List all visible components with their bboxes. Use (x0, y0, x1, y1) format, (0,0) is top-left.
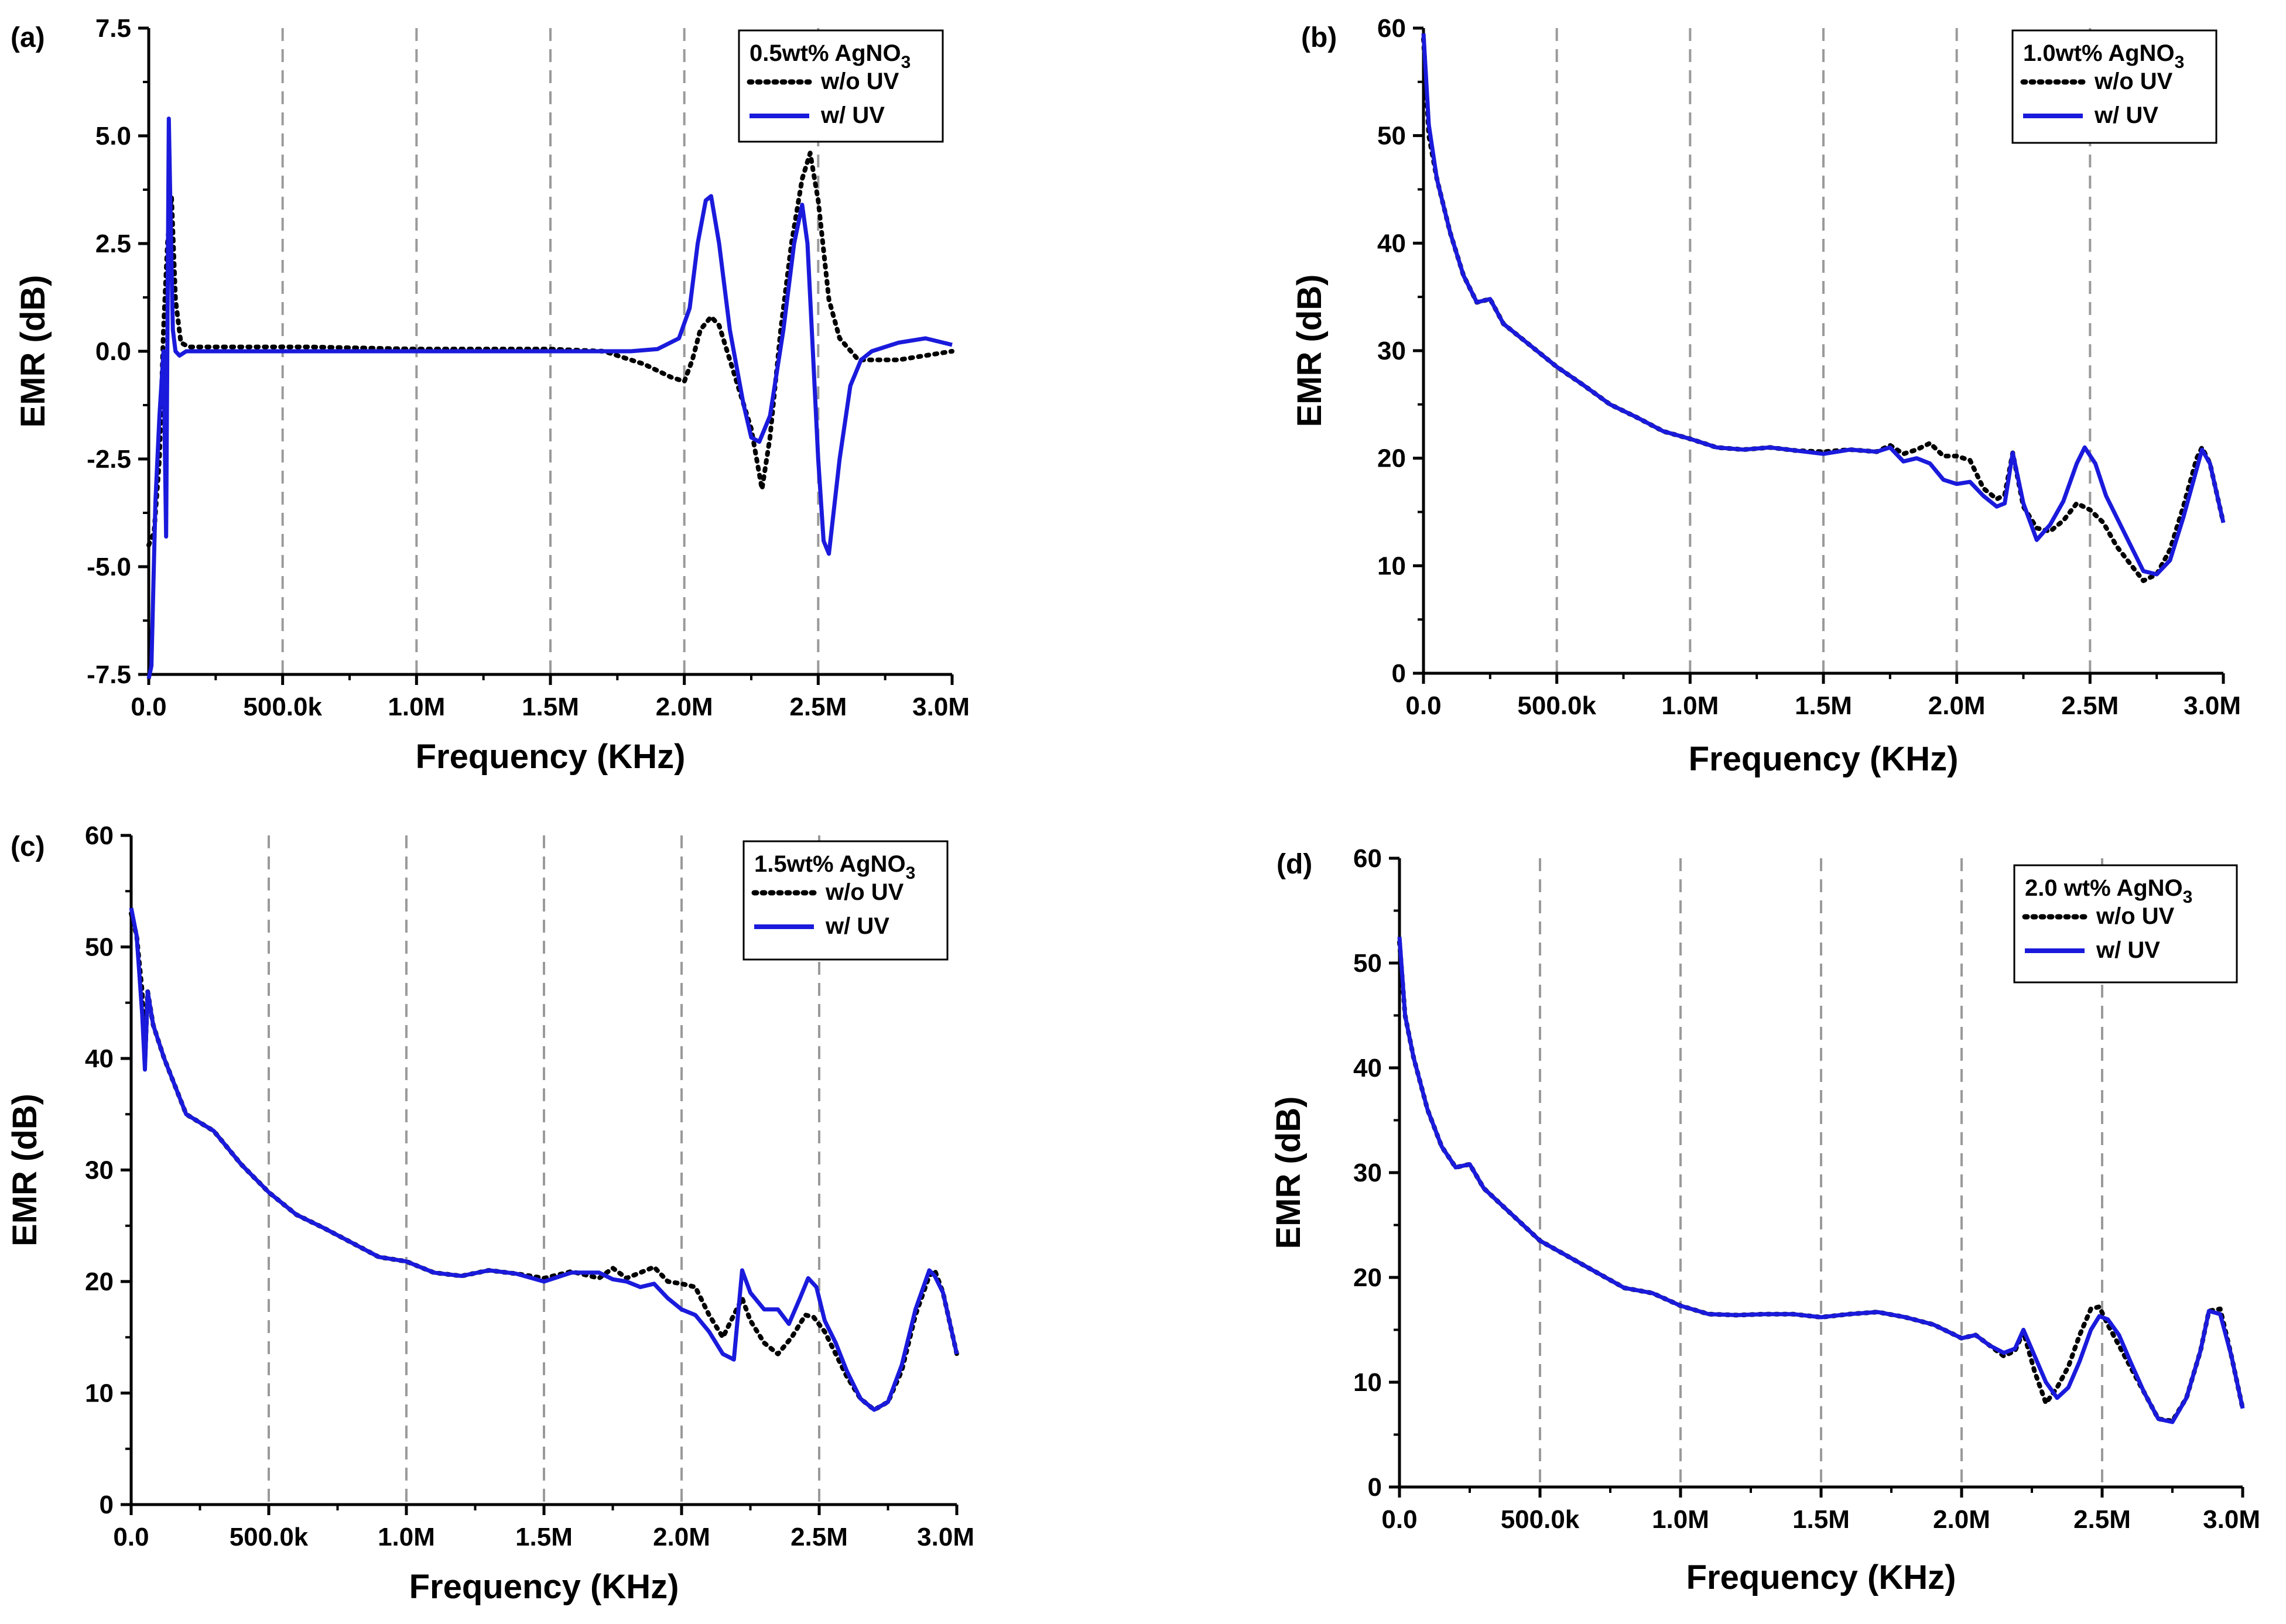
y-axis-title: EMR (dB) (1269, 1097, 1308, 1249)
x-tick-label: 2.5M (790, 1523, 848, 1551)
series-line-w-uv (1421, 33, 2226, 577)
x-tick-label: 500.0k (243, 693, 322, 721)
legend-box (738, 29, 944, 143)
y-axis-title: EMR (dB) (6, 1094, 44, 1246)
y-tick-label: 50 (1353, 949, 1382, 978)
series-line-w-uv (1397, 937, 2245, 1424)
x-tick-label: 1.5M (522, 693, 579, 721)
panel-label: (c) (11, 831, 45, 862)
legend-label: w/o UV (2096, 903, 2175, 929)
x-tick-label: 500.0k (230, 1523, 309, 1551)
y-tick-label: 50 (1377, 122, 1406, 150)
y-tick-label: -7.5 (87, 660, 131, 689)
x-tick-label: 2.0M (1933, 1505, 1990, 1534)
series-line-w-uv (129, 907, 959, 1412)
x-tick-label: 2.0M (653, 1523, 710, 1551)
x-tick-label: 3.0M (917, 1523, 974, 1551)
y-tick-label: 10 (1353, 1368, 1382, 1397)
y-tick-label: 60 (1353, 844, 1382, 873)
legend-title: 2.0 wt% AgNO3 (2025, 875, 2192, 907)
legend-label: w/ UV (820, 102, 885, 128)
x-axis-title: Frequency (KHz) (1689, 740, 1959, 778)
series-line-w-uv (146, 117, 953, 680)
chart-panel-4: 0.0 500.0k 1.0M 1.5M 2.0M 2.5M 3.0M 0 10 20 30 40 50… (1269, 844, 2260, 1596)
x-axis-title: Frequency (KHz) (1686, 1558, 1956, 1596)
x-tick-label: 2.5M (789, 693, 847, 721)
panel-label: (d) (1277, 849, 1312, 880)
y-tick-label: 20 (1377, 444, 1406, 473)
x-tick-label: 0.0 (131, 693, 166, 721)
x-tick-label: 500.0k (1517, 691, 1596, 720)
x-tick-label: 1.0M (1652, 1505, 1709, 1534)
y-tick-label: -5.0 (87, 553, 131, 581)
legend-box (742, 840, 949, 961)
x-axis-title: Frequency (KHz) (416, 738, 686, 776)
x-tick-label: 0.0 (1381, 1505, 1417, 1534)
legend-title: 0.5wt% AgNO3 (750, 40, 911, 72)
y-tick-label: 30 (85, 1156, 114, 1185)
legend-label: w/ UV (825, 913, 889, 939)
series-line-wo-uv (146, 150, 954, 548)
chart-panel-2: 0.0 500.0k 1.0M 1.5M 2.0M 2.5M 3.0M 0 10 20 30 40 50… (1291, 14, 2241, 778)
y-tick-label: 50 (85, 933, 114, 962)
panel-label: (a) (11, 22, 45, 53)
legend-label: w/o UV (820, 68, 899, 94)
legend-box (2011, 29, 2217, 144)
x-tick-label: 500.0k (1501, 1505, 1580, 1534)
x-tick-label: 3.0M (912, 693, 970, 721)
y-tick-label: 2.5 (95, 229, 131, 258)
x-tick-label: 0.0 (113, 1523, 149, 1551)
x-tick-label: 1.5M (1795, 691, 1852, 720)
legend-label: w/ UV (2094, 102, 2158, 128)
y-axis-title: EMR (dB) (14, 275, 52, 428)
y-tick-label: 20 (1353, 1263, 1382, 1292)
legend-title: 1.0wt% AgNO3 (2023, 40, 2184, 72)
y-tick-label: 10 (85, 1379, 114, 1408)
x-tick-label: 1.0M (1661, 691, 1719, 720)
x-tick-label: 3.0M (2203, 1505, 2260, 1534)
y-tick-label: 60 (1377, 14, 1406, 43)
y-tick-label: 0.0 (95, 337, 131, 366)
y-tick-label: 0 (100, 1491, 114, 1519)
x-tick-label: 1.5M (1792, 1505, 1850, 1534)
legend-box (2013, 864, 2238, 984)
x-tick-label: 2.0M (656, 693, 713, 721)
x-tick-label: 1.0M (378, 1523, 435, 1551)
legend-label: w/o UV (2094, 68, 2173, 94)
y-tick-label: 7.5 (95, 14, 131, 43)
legend-label: w/ UV (2096, 937, 2160, 963)
y-tick-label: 20 (85, 1267, 114, 1296)
y-tick-label: 40 (85, 1044, 114, 1073)
x-axis-title: Frequency (KHz) (409, 1568, 679, 1606)
x-tick-label: 1.5M (515, 1523, 573, 1551)
chart-panel-3: 0.0 500.0k 1.0M 1.5M 2.0M 2.5M 3.0M 0 10 20 30 40 50… (6, 821, 974, 1606)
panel-label: (b) (1301, 22, 1337, 53)
y-tick-label: 30 (1377, 337, 1406, 365)
y-tick-label: 40 (1377, 229, 1406, 258)
y-tick-label: 40 (1353, 1054, 1382, 1082)
x-tick-label: 1.0M (388, 693, 445, 721)
y-tick-label: 0 (1368, 1473, 1382, 1502)
x-tick-label: 0.0 (1405, 691, 1441, 720)
x-tick-label: 2.0M (1928, 691, 1986, 720)
y-axis-title: EMR (dB) (1291, 275, 1329, 427)
x-tick-label: 2.5M (2061, 691, 2119, 720)
y-tick-label: 10 (1377, 551, 1406, 580)
x-tick-label: 3.0M (2184, 691, 2241, 720)
chart-panel-1: 0.0 500.0k 1.0M 1.5M 2.0M 2.5M 3.0M -7.5 -5.0 -2.… (11, 14, 970, 776)
legend-title: 1.5wt% AgNO3 (754, 851, 915, 883)
y-tick-label: 30 (1353, 1159, 1382, 1187)
y-tick-label: 0 (1392, 659, 1406, 688)
y-tick-label: 5.0 (95, 122, 131, 150)
x-tick-label: 2.5M (2073, 1505, 2131, 1534)
legend-label: w/o UV (825, 879, 904, 905)
y-tick-label: 60 (85, 821, 114, 850)
y-tick-label: -2.5 (87, 445, 131, 474)
